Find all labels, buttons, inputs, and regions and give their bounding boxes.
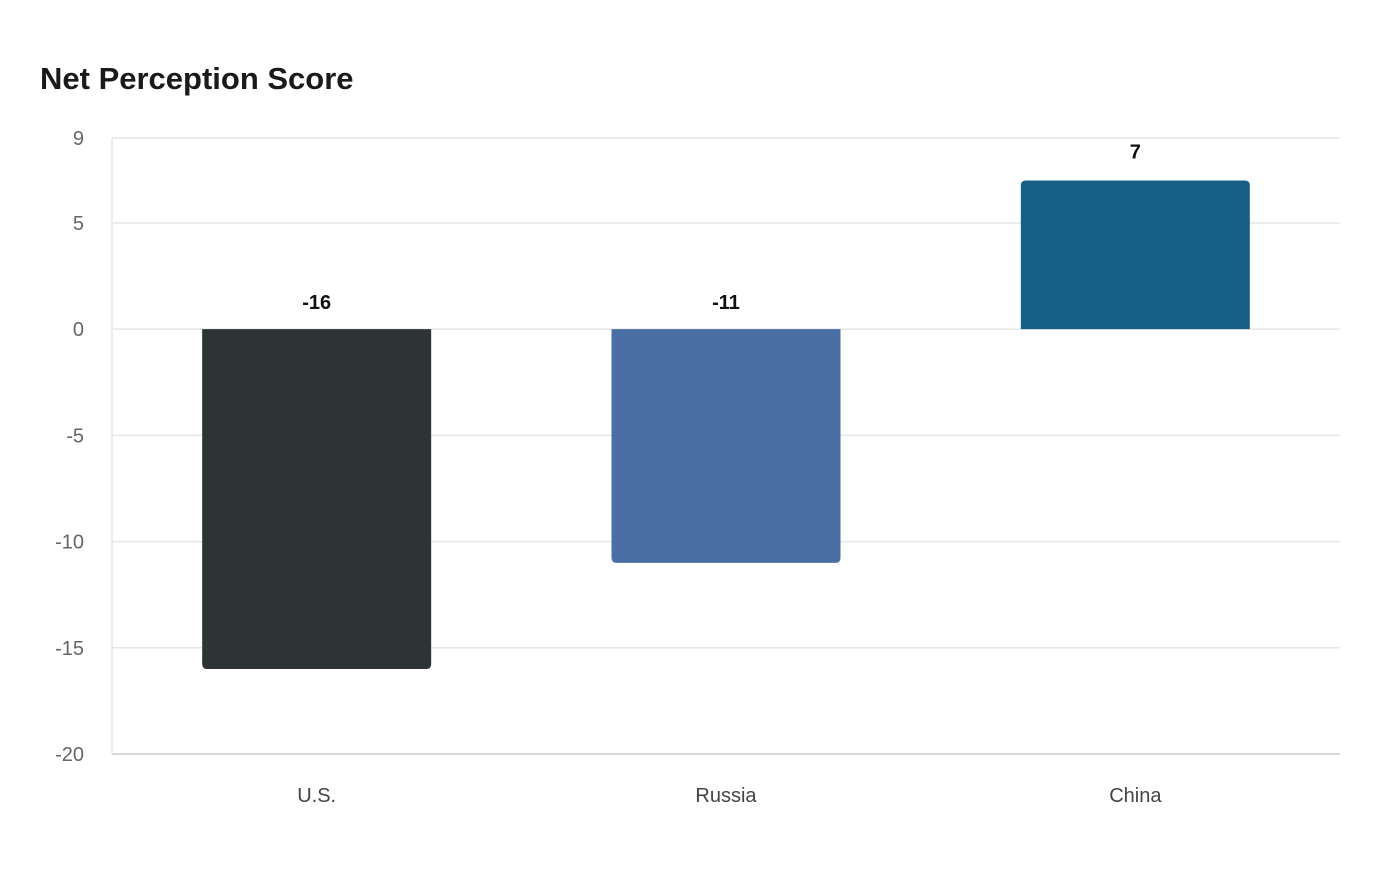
data-label: -11 — [712, 292, 740, 314]
bar-china — [1020, 180, 1250, 330]
y-tick-label: 0 — [73, 319, 84, 341]
y-tick-label: -20 — [55, 744, 84, 766]
y-tick-label: -15 — [55, 638, 84, 660]
data-label: 7 — [1130, 141, 1141, 163]
x-category-label: China — [1109, 785, 1162, 807]
chart-title: Net Perception Score — [40, 61, 354, 96]
x-category-label: U.S. — [297, 785, 336, 807]
axes — [111, 138, 1340, 755]
bar-russia — [611, 329, 841, 563]
data-label: -16 — [302, 292, 331, 314]
y-tick-label: -5 — [66, 425, 84, 447]
bars — [202, 180, 1250, 670]
bar-us — [202, 329, 432, 670]
y-tick-label: 9 — [73, 128, 84, 150]
y-tick-label: -10 — [55, 532, 84, 554]
y-tick-label: 5 — [73, 213, 84, 235]
labels: 9 5 0 -5 -10 -15 -20 -16 U.S. -11 Russia 7 China — [55, 128, 1162, 807]
x-category-label: Russia — [695, 785, 757, 807]
